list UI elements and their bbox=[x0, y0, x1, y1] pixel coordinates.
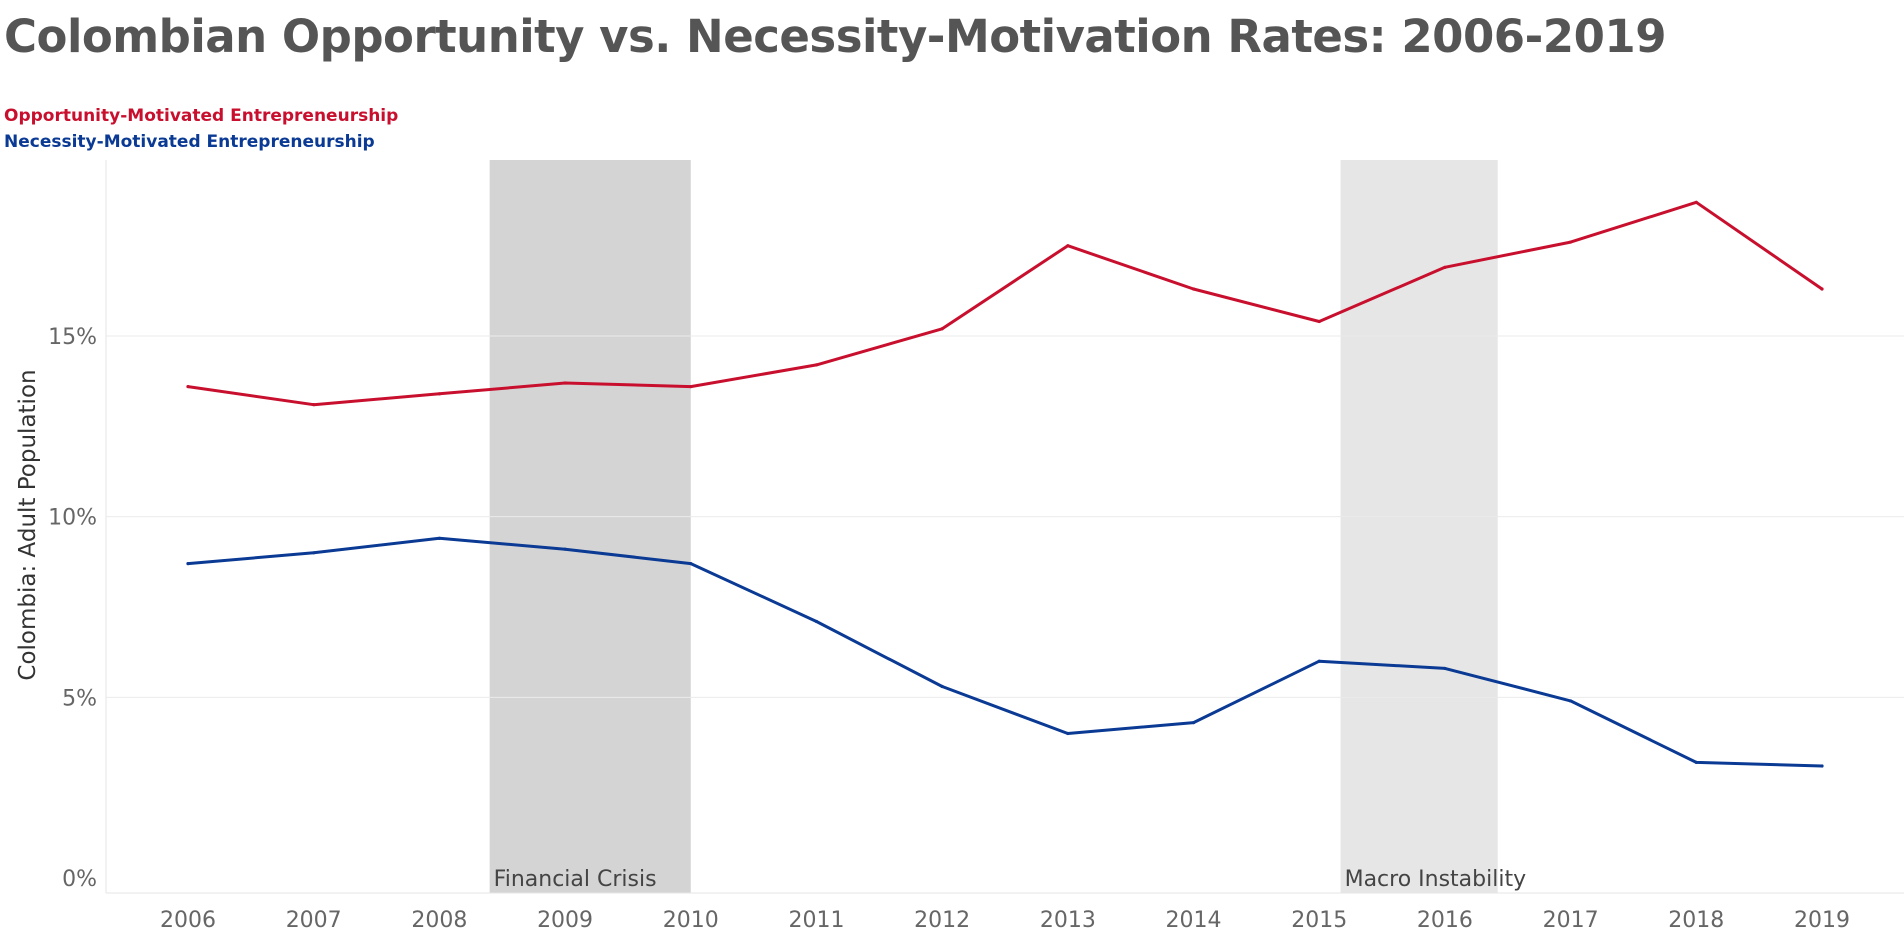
series-0-point-1 bbox=[312, 403, 316, 407]
x-tick-label-1: 2007 bbox=[286, 908, 342, 933]
series-1-point-1 bbox=[312, 551, 316, 555]
series-0-point-5 bbox=[814, 363, 819, 367]
series-1-point-6 bbox=[940, 684, 944, 689]
series-0-point-7 bbox=[1066, 244, 1070, 248]
series-1-point-5 bbox=[814, 619, 819, 624]
y-axis-label: Colombia: Adult Population bbox=[15, 369, 41, 680]
shaded-period-1 bbox=[1340, 160, 1498, 893]
series-1-point-2 bbox=[437, 536, 441, 540]
series-0-point-11 bbox=[1569, 240, 1573, 244]
series-1-point-4 bbox=[689, 562, 693, 566]
x-tick-label-4: 2010 bbox=[663, 908, 719, 933]
shaded-period-label-0: Financial Crisis bbox=[494, 867, 657, 892]
series-1-point-12 bbox=[1694, 760, 1698, 764]
series-0-point-8 bbox=[1191, 287, 1196, 291]
series-0-point-2 bbox=[437, 392, 441, 396]
series-1-point-8 bbox=[1191, 721, 1196, 725]
shaded-period-0 bbox=[489, 160, 691, 893]
series-0-point-0 bbox=[186, 384, 190, 389]
series-0-point-10 bbox=[1443, 265, 1447, 269]
gridlines bbox=[106, 335, 1904, 698]
x-tick-label-5: 2011 bbox=[788, 908, 844, 933]
series-line-0 bbox=[186, 200, 1824, 407]
series-0-point-6 bbox=[940, 327, 944, 331]
series-0-point-13 bbox=[1820, 287, 1824, 291]
series-line-1 bbox=[186, 536, 1824, 768]
legend-item-necessity: Necessity-Motivated Entrepreneurship bbox=[4, 132, 375, 152]
x-tick-label-9: 2015 bbox=[1291, 908, 1347, 933]
series-1-point-3 bbox=[563, 547, 567, 551]
x-tick-label-11: 2017 bbox=[1543, 908, 1599, 933]
series-1-point-10 bbox=[1443, 666, 1447, 671]
x-tick-label-0: 2006 bbox=[160, 908, 216, 933]
y-tick-label-3: 15% bbox=[48, 325, 97, 350]
shaded-period-label-1: Macro Instability bbox=[1345, 867, 1527, 892]
series-1-point-11 bbox=[1569, 699, 1573, 703]
series-0-point-9 bbox=[1317, 319, 1321, 324]
series-0-point-12 bbox=[1694, 200, 1698, 204]
y-tick-label-0: 0% bbox=[62, 867, 97, 892]
tick-labels: 0% 5% 10% 15% 2006 2007 2008 2009 2010 2011 2012 20… bbox=[48, 325, 1850, 933]
chart-title: Colombian Opportunity vs. Necessity-Moti… bbox=[4, 10, 1667, 63]
x-tick-label-3: 2009 bbox=[537, 908, 593, 933]
legend: Opportunity-Motivated Entrepreneurship N… bbox=[4, 103, 398, 155]
shaded-period-labels: Financial Crisis Macro Instability bbox=[494, 867, 1526, 892]
legend-item-opportunity: Opportunity-Motivated Entrepreneurship bbox=[4, 106, 399, 126]
x-tick-label-2: 2008 bbox=[411, 908, 467, 933]
x-tick-label-12: 2018 bbox=[1668, 908, 1724, 933]
y-tick-label-2: 10% bbox=[48, 506, 97, 531]
x-tick-label-10: 2016 bbox=[1417, 908, 1473, 933]
x-tick-label-8: 2014 bbox=[1166, 908, 1222, 933]
axes bbox=[105, 160, 1904, 894]
series-1-point-7 bbox=[1066, 731, 1070, 736]
series-0-point-4 bbox=[689, 384, 693, 389]
series-1-point-0 bbox=[186, 562, 190, 566]
x-tick-label-13: 2019 bbox=[1794, 908, 1850, 933]
series-1-point-13 bbox=[1820, 764, 1824, 768]
y-tick-label-1: 5% bbox=[62, 686, 97, 711]
shaded-periods bbox=[489, 160, 1498, 893]
series-1-point-9 bbox=[1317, 659, 1321, 663]
series-0-point-3 bbox=[563, 381, 567, 385]
x-tick-label-6: 2012 bbox=[914, 908, 970, 933]
x-tick-label-7: 2013 bbox=[1040, 908, 1096, 933]
series-lines bbox=[186, 200, 1824, 768]
